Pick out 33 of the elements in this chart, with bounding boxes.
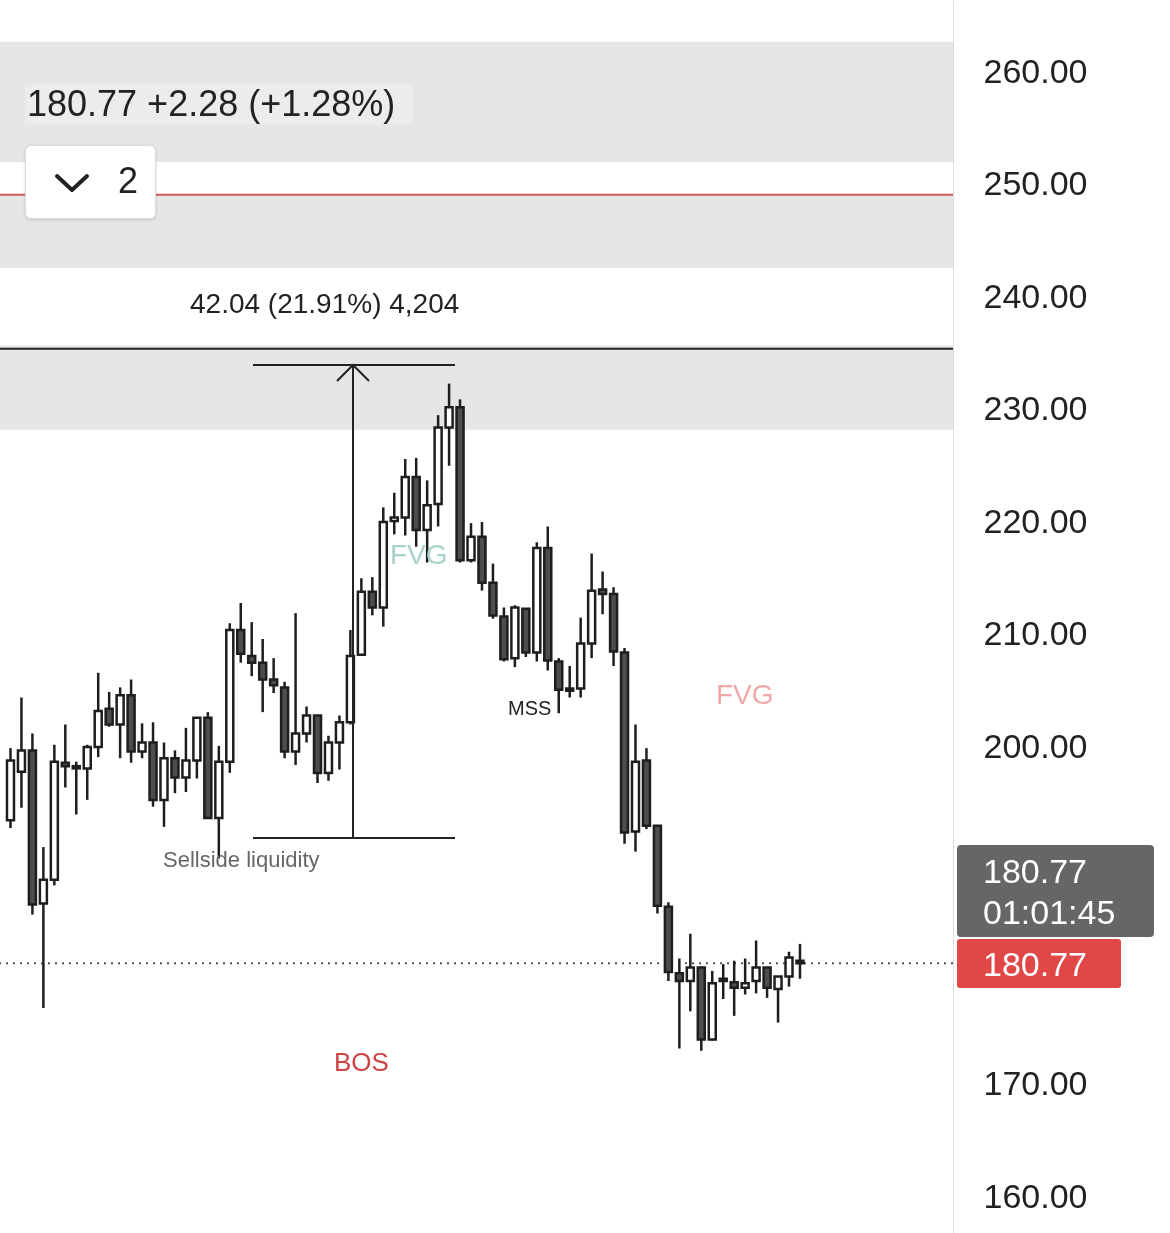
y-tick-label: 240.00 — [983, 276, 1088, 315]
candlestick — [268, 656, 279, 695]
candlestick — [597, 570, 608, 616]
candlestick — [290, 611, 301, 767]
candlestick — [334, 714, 345, 771]
candlestick — [301, 705, 312, 744]
text: 180.77 — [983, 945, 1087, 984]
annotation: 2 — [118, 160, 139, 202]
text: 180.77 — [983, 852, 1087, 891]
candlestick — [674, 957, 685, 1050]
annotation: 42.04 (21.91%) 4,204 — [190, 287, 460, 320]
y-tick-label: 250.00 — [983, 164, 1088, 202]
candlestick — [367, 575, 378, 617]
text: 01:01:45 — [983, 893, 1116, 932]
y-tick-label: 200.00 — [983, 726, 1088, 765]
candlestick — [16, 696, 27, 809]
annotation: 180.77 +2.28 (+1.28%) — [25, 83, 414, 125]
y-tick-label: 170.00 — [983, 1064, 1088, 1102]
annotation: MSS — [508, 697, 552, 719]
y-tick-label: 260.00 — [983, 51, 1088, 90]
annotation: Sellside liquidity — [163, 846, 320, 873]
y-tick-label: 210.00 — [983, 614, 1088, 652]
candlestick — [564, 664, 575, 699]
candlestick — [685, 932, 696, 1013]
candlestick — [257, 637, 268, 714]
annotation: FVG — [716, 678, 774, 711]
annotation: BOS — [334, 1046, 389, 1077]
candlestick — [246, 620, 257, 678]
y-tick-label: 160.00 — [983, 1176, 1088, 1215]
candlestick — [38, 845, 49, 1010]
y-tick-label: 220.00 — [983, 501, 1088, 540]
y-tick-label: 230.00 — [983, 389, 1088, 427]
candlestick — [60, 723, 71, 789]
